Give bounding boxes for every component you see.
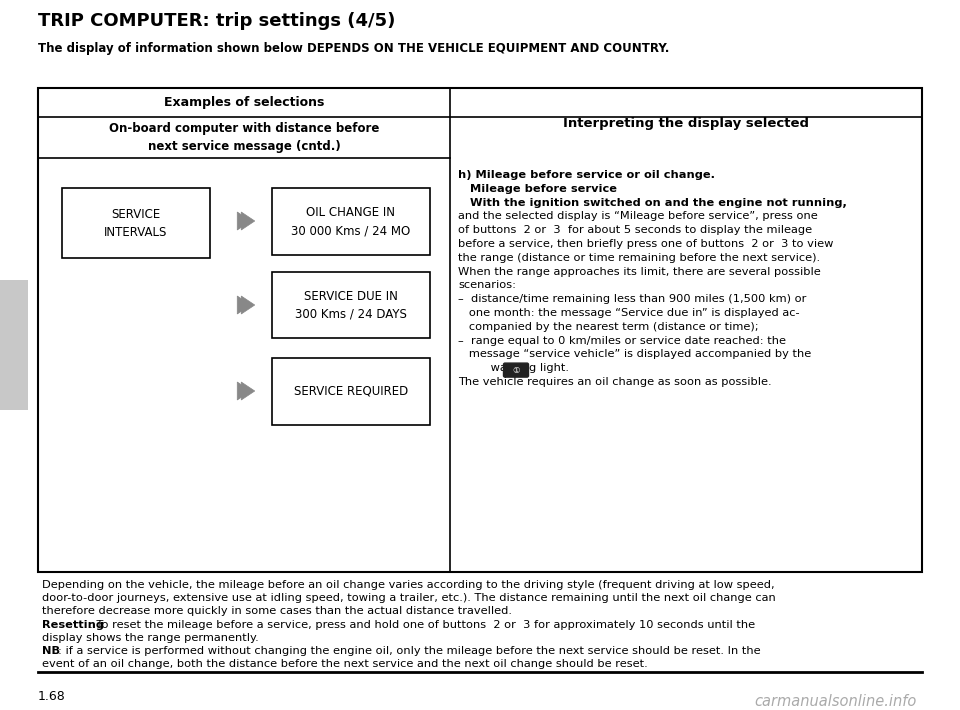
Text: and the selected display is “Mileage before service”, press one: and the selected display is “Mileage bef…: [458, 212, 818, 222]
Text: Mileage before service: Mileage before service: [458, 184, 617, 194]
Text: When the range approaches its limit, there are several possible: When the range approaches its limit, the…: [458, 266, 821, 277]
Polygon shape: [237, 382, 251, 400]
Text: TRIP COMPUTER: trip settings (4/5): TRIP COMPUTER: trip settings (4/5): [38, 12, 396, 30]
Text: scenarios:: scenarios:: [458, 280, 516, 290]
Text: OIL CHANGE IN
30 000 Kms / 24 MO: OIL CHANGE IN 30 000 Kms / 24 MO: [292, 206, 411, 237]
Bar: [62, 188, 210, 258]
FancyBboxPatch shape: [503, 363, 529, 377]
Text: The display of information shown below DEPENDS ON THE VEHICLE EQUIPMENT AND COUN: The display of information shown below D…: [38, 42, 669, 55]
Text: one month: the message “Service due in” is displayed ac-: one month: the message “Service due in” …: [458, 308, 800, 318]
Text: ①: ①: [513, 366, 519, 375]
Polygon shape: [241, 382, 254, 400]
Text: the range (distance or time remaining before the next service).: the range (distance or time remaining be…: [458, 253, 820, 263]
Text: h) Mileage before service or oil change.: h) Mileage before service or oil change.: [458, 170, 715, 180]
Bar: [0, 280, 28, 410]
Text: : To reset the mileage before a service, press and hold one of buttons  2 or  3 : : To reset the mileage before a service,…: [89, 620, 756, 630]
Polygon shape: [241, 296, 254, 314]
Text: Interpreting the display selected: Interpreting the display selected: [563, 116, 809, 129]
Polygon shape: [241, 212, 254, 230]
Text: Resetting: Resetting: [42, 620, 104, 630]
Text: –  distance/time remaining less than 900 miles (1,500 km) or: – distance/time remaining less than 900 …: [458, 294, 806, 304]
Text: door-to-door journeys, extensive use at idling speed, towing a trailer, etc.). T: door-to-door journeys, extensive use at …: [42, 593, 776, 603]
Text: event of an oil change, both the distance before the next service and the next o: event of an oil change, both the distanc…: [42, 659, 648, 669]
Bar: [38, 88, 922, 572]
Text: Depending on the vehicle, the mileage before an oil change varies according to t: Depending on the vehicle, the mileage be…: [42, 580, 775, 590]
Text: SERVICE
INTERVALS: SERVICE INTERVALS: [105, 207, 168, 239]
Text: 1.68: 1.68: [38, 690, 65, 703]
Text: With the ignition switched on and the engine not running,: With the ignition switched on and the en…: [458, 197, 847, 207]
Polygon shape: [237, 296, 251, 314]
Text: message “service vehicle” is displayed accompanied by the: message “service vehicle” is displayed a…: [458, 349, 811, 359]
Text: The vehicle requires an oil change as soon as possible.: The vehicle requires an oil change as so…: [458, 377, 772, 387]
Polygon shape: [237, 212, 251, 230]
Bar: [272, 272, 430, 338]
Bar: [272, 358, 430, 425]
Text: : if a service is performed without changing the engine oil, only the mileage be: : if a service is performed without chan…: [58, 646, 760, 656]
Bar: [272, 188, 430, 255]
Text: therefore decrease more quickly in some cases than the actual distance travelled: therefore decrease more quickly in some …: [42, 606, 512, 616]
Text: display shows the range permanently.: display shows the range permanently.: [42, 633, 259, 643]
Text: Examples of selections: Examples of selections: [164, 96, 324, 109]
Text: On-board computer with distance before
next service message (cntd.): On-board computer with distance before n…: [108, 122, 379, 153]
Text: SERVICE REQUIRED: SERVICE REQUIRED: [294, 385, 408, 398]
Text: NB: NB: [42, 646, 60, 656]
Text: before a service, then briefly press one of buttons  2 or  3 to view: before a service, then briefly press one…: [458, 239, 833, 249]
Text: SERVICE DUE IN
300 Kms / 24 DAYS: SERVICE DUE IN 300 Kms / 24 DAYS: [295, 290, 407, 320]
Text: carmanualsonline.info: carmanualsonline.info: [755, 694, 917, 709]
Text: companied by the nearest term (distance or time);: companied by the nearest term (distance …: [458, 322, 758, 332]
Text: warning light.: warning light.: [458, 364, 569, 373]
Text: –  range equal to 0 km/miles or service date reached: the: – range equal to 0 km/miles or service d…: [458, 336, 786, 346]
Text: of buttons  2 or  3  for about 5 seconds to display the mileage: of buttons 2 or 3 for about 5 seconds to…: [458, 225, 812, 235]
